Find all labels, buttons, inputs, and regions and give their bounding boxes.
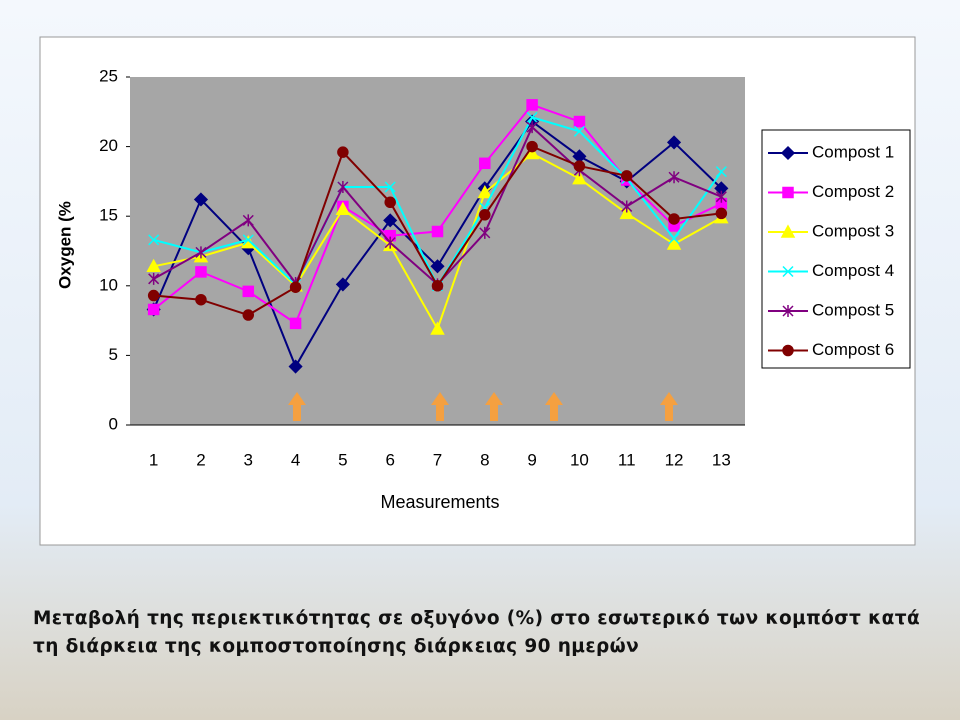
point: [715, 166, 727, 178]
y-tick-label: 0: [109, 414, 118, 433]
arrow: [485, 392, 503, 421]
legend: [761, 129, 911, 369]
legend-label: Compost 5: [812, 300, 894, 319]
point: [335, 201, 351, 215]
point: [430, 321, 445, 335]
point: [337, 180, 349, 193]
legend-marker: [782, 265, 794, 278]
point: [289, 317, 302, 330]
point: [668, 171, 680, 184]
point: [479, 209, 491, 221]
point: [148, 272, 160, 285]
point: [148, 234, 160, 246]
x-tick-label: 8: [480, 450, 489, 469]
legend-marker: [782, 186, 794, 199]
y-axis-title: Oxygen (%: [55, 201, 74, 289]
point: [195, 266, 207, 278]
point: [195, 293, 207, 306]
point: [242, 214, 254, 227]
x-tick-label: 1: [149, 450, 158, 469]
legend-label: Compost 4: [812, 261, 894, 280]
point: [335, 277, 350, 292]
arrows: [288, 392, 678, 421]
x-tick-label: 11: [618, 450, 636, 469]
caption: Μεταβολή της περιεκτικότητας σε οξυγόνο …: [33, 608, 921, 629]
point: [573, 115, 586, 128]
point: [479, 226, 491, 239]
point: [147, 289, 160, 302]
arrow: [288, 392, 306, 421]
x-tick-label: 13: [712, 450, 731, 469]
point: [289, 281, 302, 293]
point: [383, 213, 398, 228]
point: [668, 213, 680, 225]
x-tick-label: 3: [244, 450, 253, 469]
caption: τη διάρκεια της κομποστοποίησης διάρκεια…: [33, 636, 640, 657]
y-tick-label: 15: [99, 206, 118, 225]
arrow: [431, 392, 449, 421]
x-tick-label: 2: [196, 450, 205, 469]
plot-area: [130, 77, 745, 425]
point: [573, 160, 586, 172]
point: [666, 135, 682, 150]
point: [384, 236, 396, 249]
point: [619, 205, 634, 220]
x-tick-label: 9: [527, 450, 536, 469]
legend-marker: [782, 344, 794, 357]
legend-label: Compost 3: [812, 221, 894, 240]
arrow: [545, 392, 563, 421]
point: [479, 157, 491, 170]
point: [526, 99, 538, 111]
point: [384, 181, 396, 193]
point: [242, 285, 255, 298]
legend-label: Compost 2: [812, 182, 894, 201]
point: [666, 236, 682, 250]
point: [430, 259, 445, 274]
point: [195, 246, 207, 259]
point: [621, 200, 633, 213]
point: [242, 234, 254, 246]
point: [384, 196, 396, 209]
point: [477, 184, 493, 199]
point: [572, 171, 587, 185]
x-tick-label: 5: [338, 450, 347, 469]
point: [431, 225, 444, 238]
legend-label: Compost 6: [812, 340, 894, 359]
point: [526, 140, 538, 153]
point: [147, 303, 160, 316]
y-tick-label: 5: [109, 345, 118, 364]
point: [146, 258, 161, 273]
point: [288, 359, 303, 374]
arrow: [660, 392, 678, 421]
point: [620, 170, 633, 182]
x-tick-label: 12: [665, 450, 684, 469]
legend-marker: [780, 145, 796, 161]
point: [526, 111, 538, 123]
x-tick-label: 10: [570, 450, 589, 469]
x-tick-label: 6: [385, 450, 394, 469]
point: [524, 145, 540, 160]
point: [715, 207, 728, 220]
point: [337, 146, 349, 158]
point: [715, 190, 727, 203]
y-tick-label: 10: [99, 275, 118, 294]
point: [573, 125, 585, 137]
legend-marker: [782, 305, 794, 317]
x-tick-label: 7: [433, 450, 442, 469]
legend-marker: [780, 224, 796, 238]
point: [193, 192, 209, 207]
x-axis-title: Measurements: [380, 492, 499, 512]
y-tick-label: 20: [99, 136, 118, 155]
point: [526, 121, 538, 134]
x-tick-label: 4: [291, 450, 300, 469]
point: [242, 309, 255, 321]
point: [668, 232, 680, 245]
point: [431, 280, 444, 292]
y-tick-label: 25: [99, 66, 118, 85]
legend-label: Compost 1: [812, 142, 894, 161]
